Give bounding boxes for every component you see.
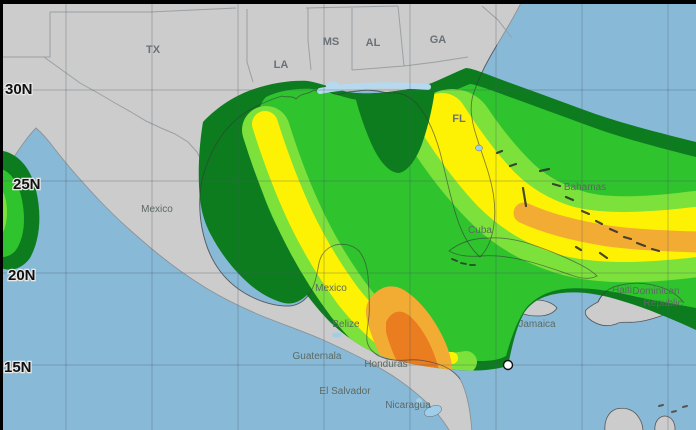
state-border-tx-north (50, 7, 237, 13)
label-30n: 30N (5, 81, 33, 98)
label-25n: 25N (13, 176, 41, 193)
lake-managua (416, 398, 422, 404)
label-ms: MS (323, 36, 340, 48)
band-1-dark-green-wedge (354, 80, 436, 173)
label-al: AL (366, 37, 381, 49)
label-15n: 15N (4, 359, 32, 376)
storm-position-marker[interactable] (502, 359, 514, 371)
label-la: LA (274, 59, 289, 71)
state-border-nm-tx (0, 12, 51, 58)
state-border-tx-la (246, 9, 254, 83)
coastline-mainland-overlay (199, 44, 498, 380)
frame-left (0, 0, 3, 430)
label-dominican: Dominican (632, 286, 679, 297)
florida-keys (451, 258, 476, 266)
rio-grande-river (43, 56, 204, 165)
lesser-antilles-islets (658, 404, 688, 413)
coastline-hispaniola-overlay (597, 282, 685, 304)
lake-okeechobee (475, 144, 483, 152)
state-border-ga-sc (481, 5, 513, 39)
lake-izabal (332, 332, 342, 338)
label-cuba: Cuba (468, 225, 492, 236)
label-tx: TX (146, 44, 161, 56)
bahamas-islands (495, 149, 661, 260)
state-border-fl-north (351, 56, 469, 71)
label-bahamas: Bahamas (564, 182, 606, 193)
label-fl: FL (452, 113, 466, 125)
label-mexico: Mexico (315, 283, 347, 294)
label-20n: 20N (8, 267, 36, 284)
band-6-orange-core (386, 311, 440, 371)
lake-pontchartrain (326, 81, 340, 91)
coastline-overlay (199, 44, 688, 417)
label-mexico: Mexico (141, 204, 173, 215)
label-haiti: Haiti (612, 285, 632, 296)
label-guatemala: Guatemala (293, 351, 342, 362)
guajira-blob (654, 415, 676, 430)
pacific-band-mid (0, 168, 24, 257)
lake-nicaragua (424, 405, 442, 417)
state-border-al-ga (397, 5, 405, 67)
state-border-la-ms (307, 8, 312, 71)
map-labels: 30N 25N 20N 15N TX LA MS AL GA FL Mexico Mexico Beli… (3, 34, 683, 411)
label-el-salvador: El Salvador (319, 386, 371, 397)
label-republic: Republic (644, 298, 683, 309)
label-jamaica: Jamaica (518, 319, 556, 330)
label-belize: Belize (332, 319, 360, 330)
band-5-amber-east-core (513, 202, 696, 253)
label-ga: GA (430, 34, 447, 46)
coastline-cuba-overlay (448, 237, 598, 279)
state-border-tn-south (305, 5, 399, 9)
south-america-coast (604, 407, 644, 430)
label-honduras: Honduras (364, 359, 407, 370)
frame-top (0, 0, 696, 4)
label-nicaragua: Nicaragua (385, 400, 431, 411)
